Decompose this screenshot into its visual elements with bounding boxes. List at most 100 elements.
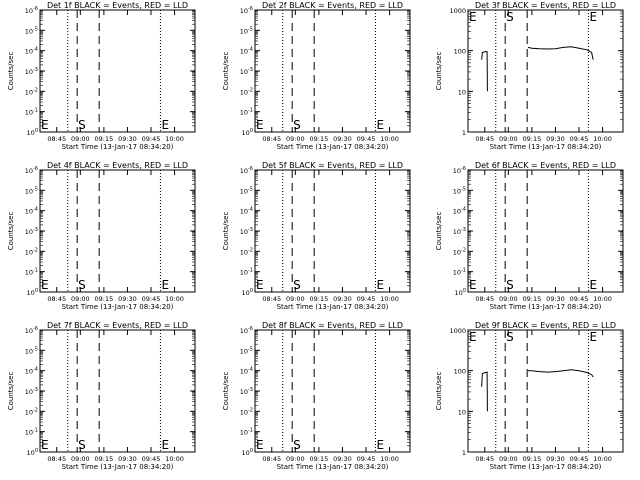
x-tick-label: 08:45 xyxy=(475,135,494,143)
y-tick-label: 10-5 xyxy=(240,346,253,355)
y-tick-label: 1 xyxy=(462,129,466,137)
plot-frame xyxy=(467,9,624,133)
event-marker-e: E xyxy=(161,118,169,132)
plot-frame xyxy=(254,329,411,453)
panel-title: Det 5f BLACK = Events, RED = LLD xyxy=(262,161,403,170)
y-tick-label: 100 xyxy=(27,128,38,137)
x-tick-label: 09:15 xyxy=(95,135,114,143)
x-tick-label: 10:00 xyxy=(593,135,612,143)
plot-frame xyxy=(39,9,196,133)
y-tick-label: 10-4 xyxy=(453,207,466,216)
y-tick-label: 10-3 xyxy=(240,67,253,76)
x-tick-label: 09:00 xyxy=(499,455,518,463)
y-tick-label: 10-5 xyxy=(25,346,38,355)
x-tick-label: 10:00 xyxy=(380,135,399,143)
x-tick-label: 10:00 xyxy=(593,295,612,303)
x-tick-label: 09:00 xyxy=(286,135,305,143)
y-tick-label: 100 xyxy=(27,288,38,297)
panel-det-5f: Det 5f BLACK = Events, RED = LLD 100 10-1 1… xyxy=(222,161,411,311)
y-tick-label: 10-4 xyxy=(25,367,38,376)
event-marker-e: E xyxy=(589,10,597,24)
event-marker-e: E xyxy=(376,438,384,452)
x-tick-label: 09:00 xyxy=(71,295,90,303)
x-tick-label: 10:00 xyxy=(165,295,184,303)
x-tick-label: 09:00 xyxy=(71,135,90,143)
y-tick-label: 10-5 xyxy=(25,26,38,35)
x-tick-label: 10:00 xyxy=(380,295,399,303)
panel-det-1f: Det 1f BLACK = Events, RED = LLD 100 10-1 1… xyxy=(7,1,196,151)
event-marker-e: E xyxy=(41,438,49,452)
x-tick-label: 09:45 xyxy=(357,295,376,303)
x-tick-label: 09:30 xyxy=(546,295,565,303)
series-line xyxy=(528,369,594,378)
y-tick-label: 10-1 xyxy=(240,428,253,437)
event-marker-s: S xyxy=(78,118,86,132)
y-tick-label: 10-3 xyxy=(453,227,466,236)
x-axis-label: Start Time (13-Jan-17 08:34:20) xyxy=(277,303,389,311)
x-tick-label: 09:00 xyxy=(499,295,518,303)
x-tick-label: 09:30 xyxy=(546,455,565,463)
x-tick-label: 09:15 xyxy=(310,455,329,463)
x-tick-label: 08:45 xyxy=(475,455,494,463)
event-marker-e: E xyxy=(469,10,477,24)
event-marker-s: S xyxy=(293,118,301,132)
y-tick-label: 10-1 xyxy=(25,268,38,277)
event-marker-e: E xyxy=(161,278,169,292)
event-marker-e: E xyxy=(376,118,384,132)
x-tick-label: 08:45 xyxy=(262,295,281,303)
event-marker-s: S xyxy=(293,278,301,292)
event-marker-e: E xyxy=(589,278,597,292)
y-tick-label: 10-2 xyxy=(25,87,38,96)
x-axis-label: Start Time (13-Jan-17 08:34:20) xyxy=(490,143,602,151)
event-marker-e: E xyxy=(41,118,49,132)
x-tick-label: 08:45 xyxy=(47,295,66,303)
y-tick-label: 100 xyxy=(455,288,466,297)
y-tick-label: 1000 xyxy=(449,7,466,15)
x-tick-label: 09:30 xyxy=(333,455,352,463)
event-marker-e: E xyxy=(469,278,477,292)
panel-det-6f: Det 6f BLACK = Events, RED = LLD 100 10-1 1… xyxy=(435,161,624,311)
y-axis-label: Counts/sec xyxy=(435,212,443,251)
x-tick-label: 08:45 xyxy=(47,135,66,143)
x-tick-label: 09:30 xyxy=(118,295,137,303)
panel-det-4f: Det 4f BLACK = Events, RED = LLD 100 10-1 1… xyxy=(7,161,196,311)
x-tick-label: 09:45 xyxy=(570,295,589,303)
x-tick-label: 08:45 xyxy=(475,295,494,303)
x-tick-label: 10:00 xyxy=(165,135,184,143)
x-tick-label: 09:00 xyxy=(286,455,305,463)
x-tick-label: 09:15 xyxy=(310,135,329,143)
plot-frame xyxy=(467,169,624,293)
panel-title: Det 2f BLACK = Events, RED = LLD xyxy=(262,1,403,10)
x-axis-label: Start Time (13-Jan-17 08:34:20) xyxy=(62,143,174,151)
y-axis-label: Counts/sec xyxy=(435,372,443,411)
x-tick-label: 09:00 xyxy=(286,295,305,303)
y-tick-label: 10-2 xyxy=(25,247,38,256)
y-tick-label: 100 xyxy=(454,368,466,376)
y-tick-label: 10-2 xyxy=(240,407,253,416)
series-line xyxy=(527,46,594,60)
y-tick-label: 100 xyxy=(454,48,466,56)
y-tick-label: 10-3 xyxy=(240,387,253,396)
plot-frame xyxy=(39,169,196,293)
x-tick-label: 09:15 xyxy=(95,455,114,463)
y-tick-label: 10-3 xyxy=(25,227,38,236)
y-tick-label: 10-6 xyxy=(240,166,253,175)
x-tick-label: 09:00 xyxy=(71,455,90,463)
y-tick-label: 100 xyxy=(242,448,253,457)
y-tick-label: 10-4 xyxy=(25,47,38,56)
x-axis-label: Start Time (13-Jan-17 08:34:20) xyxy=(490,463,602,471)
y-tick-label: 10-3 xyxy=(240,227,253,236)
panel-title: Det 1f BLACK = Events, RED = LLD xyxy=(47,1,188,10)
x-tick-label: 09:30 xyxy=(546,135,565,143)
event-marker-e: E xyxy=(41,278,49,292)
y-axis-label: Counts/sec xyxy=(7,372,15,411)
y-tick-label: 10-3 xyxy=(25,67,38,76)
x-tick-label: 09:45 xyxy=(357,135,376,143)
y-axis-label: Counts/sec xyxy=(222,372,230,411)
x-axis-label: Start Time (13-Jan-17 08:34:20) xyxy=(62,463,174,471)
x-axis-label: Start Time (13-Jan-17 08:34:20) xyxy=(277,143,389,151)
y-tick-label: 10-3 xyxy=(25,387,38,396)
x-tick-label: 09:15 xyxy=(523,295,542,303)
panel-det-8f: Det 8f BLACK = Events, RED = LLD 100 10-1 1… xyxy=(222,321,411,471)
